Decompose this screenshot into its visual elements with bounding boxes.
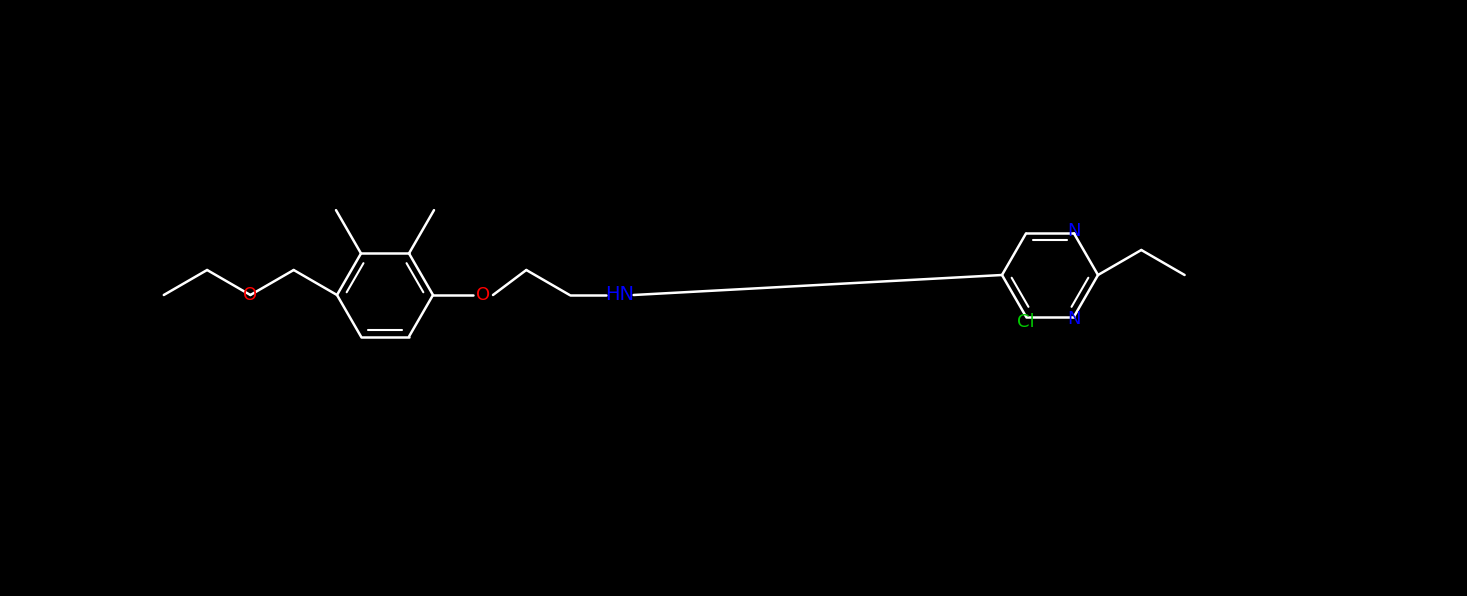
Text: Cl: Cl (1017, 312, 1034, 331)
Text: N: N (1068, 309, 1081, 328)
Text: O: O (244, 286, 258, 304)
Text: HN: HN (604, 285, 634, 305)
Text: O: O (475, 286, 490, 304)
Text: N: N (1068, 222, 1081, 240)
